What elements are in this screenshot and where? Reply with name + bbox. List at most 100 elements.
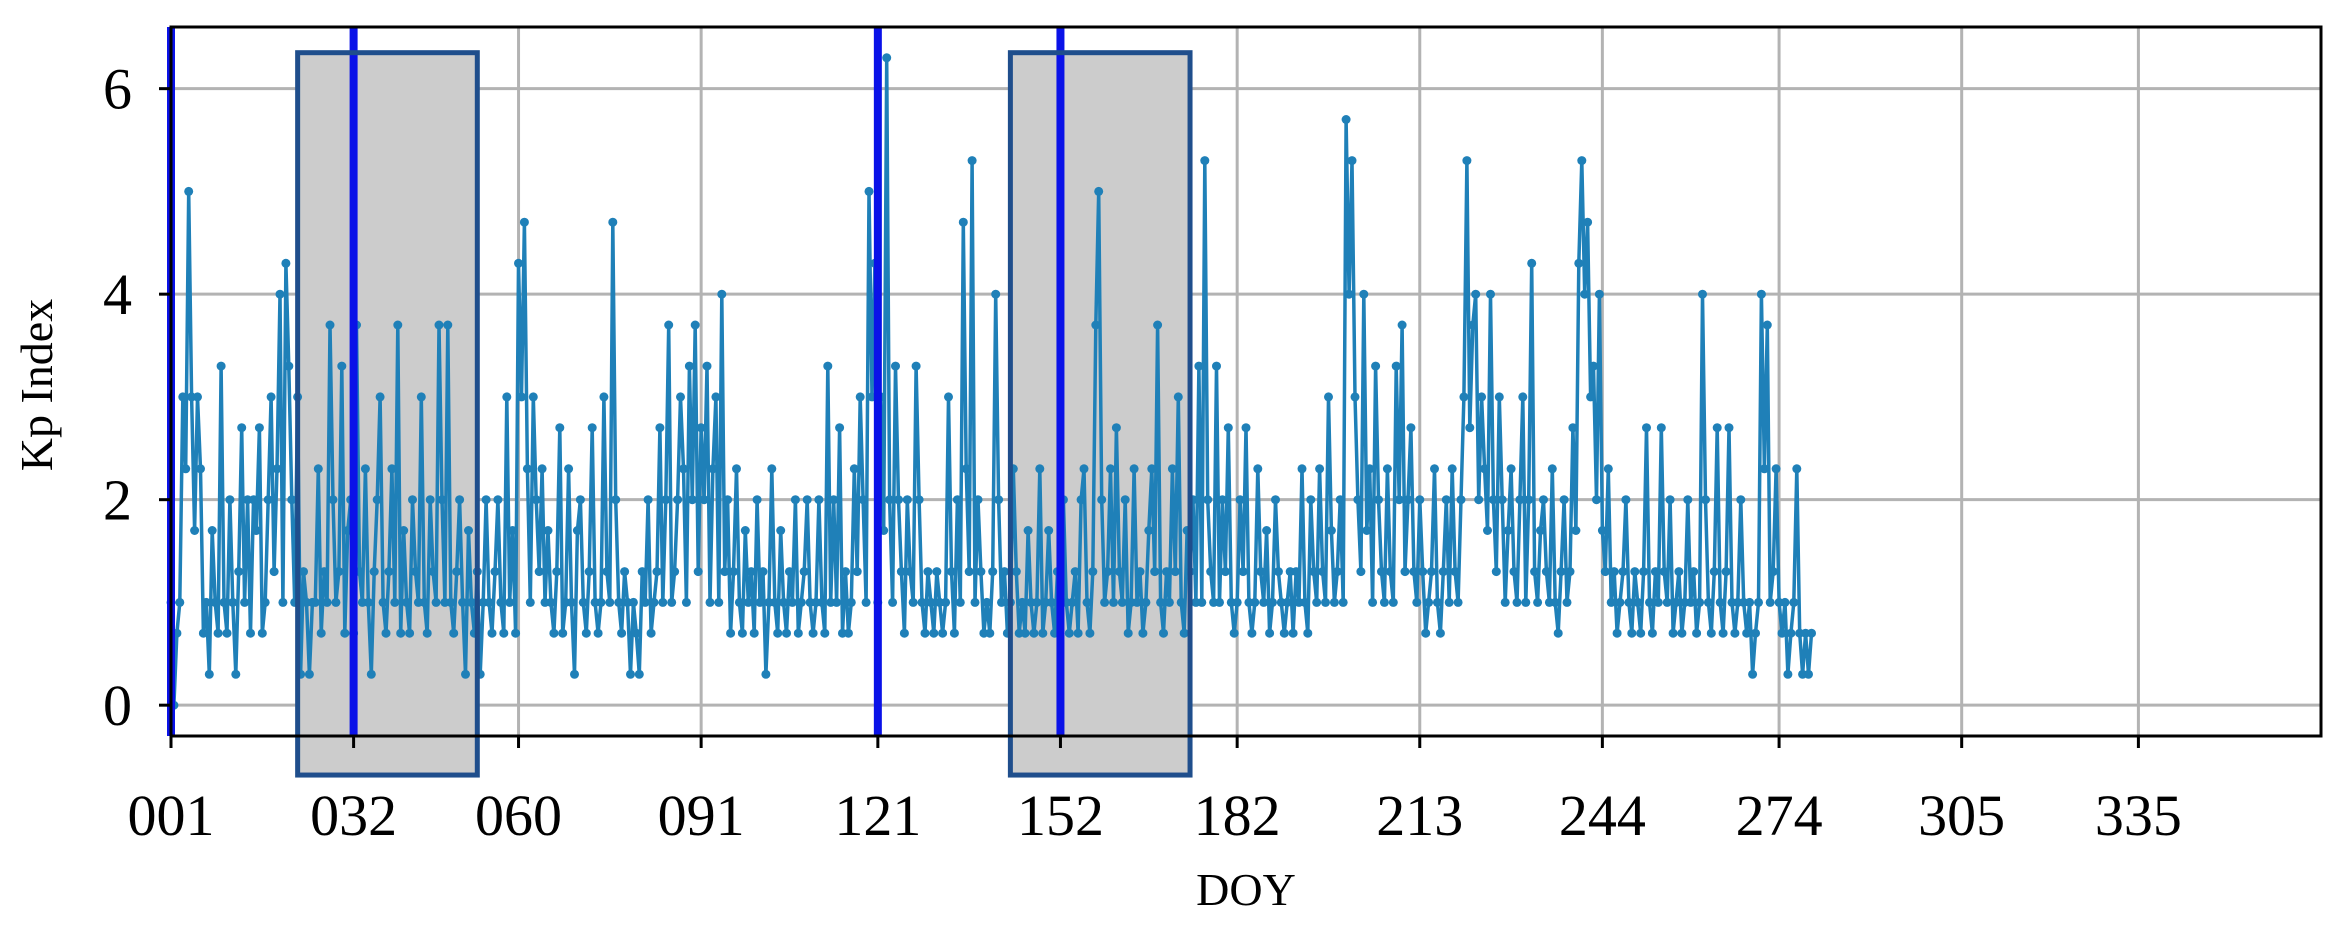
data-point (584, 567, 594, 577)
data-point (287, 495, 297, 505)
data-point (785, 567, 794, 577)
x-axis-label: DOY (1196, 864, 1296, 915)
data-point (1777, 628, 1787, 638)
data-point (1164, 597, 1174, 607)
data-point (1527, 258, 1537, 268)
data-point (790, 495, 800, 505)
data-point (1085, 628, 1095, 638)
data-point (431, 597, 441, 607)
data-point (1633, 597, 1643, 607)
data-point (178, 392, 188, 402)
data-point (319, 567, 329, 577)
data-point (228, 597, 238, 607)
data-point (1698, 289, 1707, 299)
data-point (334, 567, 344, 577)
x-tick-label: 244 (1559, 783, 1646, 848)
data-point (849, 464, 859, 474)
data-point (1262, 526, 1272, 535)
data-point (1745, 597, 1755, 607)
data-point (967, 156, 977, 166)
data-point (508, 526, 518, 535)
data-point (1730, 628, 1740, 638)
data-point (1804, 669, 1813, 679)
data-point (947, 567, 956, 577)
data-point (752, 495, 762, 505)
data-point (437, 495, 447, 505)
data-point (234, 567, 244, 577)
data-point (1179, 628, 1189, 638)
data-point (1553, 628, 1563, 638)
data-point (1751, 628, 1760, 638)
data-point (1639, 567, 1649, 577)
data-point (920, 628, 930, 638)
data-point (1497, 495, 1507, 505)
data-point (1709, 567, 1719, 577)
data-point (1789, 597, 1799, 607)
data-point (690, 320, 700, 330)
data-point (696, 423, 706, 433)
data-point (1518, 392, 1528, 402)
data-point (1388, 597, 1398, 607)
data-point (1300, 597, 1310, 607)
data-point (1589, 361, 1598, 371)
data-point (522, 464, 532, 474)
data-point (1650, 567, 1660, 577)
data-point (932, 567, 942, 577)
data-point (281, 258, 291, 268)
data-point (416, 392, 426, 402)
data-point (304, 669, 314, 679)
data-point (888, 597, 898, 607)
data-point (1597, 526, 1607, 535)
data-point (419, 597, 429, 607)
data-point (422, 628, 432, 638)
data-point (1374, 495, 1383, 505)
data-point (799, 567, 809, 577)
data-point (820, 628, 830, 638)
data-point (949, 628, 959, 638)
data-point (240, 597, 250, 607)
data-point (360, 464, 370, 474)
data-point (1624, 597, 1634, 607)
data-point (1450, 567, 1460, 577)
data-point (1256, 567, 1266, 577)
data-point (673, 495, 683, 505)
data-point (1539, 495, 1548, 505)
x-tick-label: 121 (834, 783, 921, 848)
data-point (1524, 495, 1534, 505)
data-point (1100, 597, 1110, 607)
data-point (1362, 526, 1372, 535)
data-point (911, 361, 921, 371)
data-point (796, 597, 806, 607)
data-point (767, 464, 777, 474)
data-point (646, 628, 656, 638)
data-point (1403, 495, 1413, 505)
data-point (679, 464, 688, 474)
data-point (1556, 567, 1566, 577)
data-point (1135, 567, 1145, 577)
data-point (1329, 597, 1339, 607)
data-point (1344, 289, 1354, 299)
data-point (502, 392, 512, 402)
x-tick-label: 152 (1017, 783, 1104, 848)
data-point (634, 669, 644, 679)
data-point (1070, 567, 1080, 577)
data-point (608, 217, 618, 227)
data-point (676, 392, 685, 402)
data-point (1432, 597, 1442, 607)
data-point (782, 628, 791, 638)
data-point (299, 567, 308, 577)
x-tick-label: 213 (1376, 783, 1463, 848)
x-tick-label: 032 (310, 783, 397, 848)
data-point (787, 597, 797, 607)
data-point (549, 628, 559, 638)
data-point (1656, 423, 1666, 433)
data-point (1600, 567, 1610, 577)
data-point (1206, 567, 1216, 577)
data-point (310, 597, 320, 607)
data-point (378, 597, 388, 607)
data-point (1235, 495, 1245, 505)
data-point (1167, 464, 1177, 474)
data-point (961, 464, 971, 474)
data-point (1465, 423, 1475, 433)
data-point (222, 628, 232, 638)
